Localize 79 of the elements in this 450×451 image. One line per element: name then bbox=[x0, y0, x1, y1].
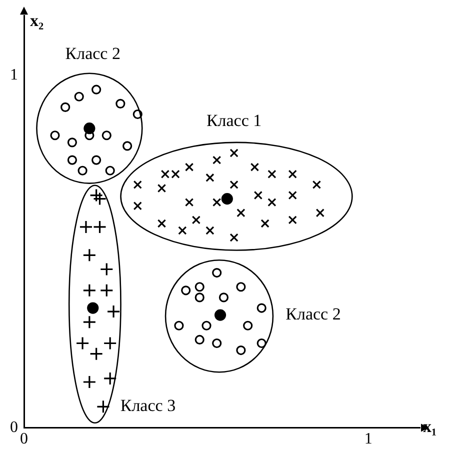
point bbox=[178, 226, 187, 235]
point bbox=[192, 216, 201, 224]
annotation: Класс 1 bbox=[206, 110, 262, 130]
point bbox=[260, 219, 270, 228]
point bbox=[78, 166, 88, 176]
point bbox=[116, 98, 126, 108]
point bbox=[250, 162, 260, 172]
point bbox=[236, 208, 246, 218]
point bbox=[102, 130, 112, 140]
point bbox=[105, 166, 115, 176]
point bbox=[50, 130, 60, 140]
point bbox=[256, 338, 266, 348]
point bbox=[212, 268, 222, 278]
point bbox=[82, 284, 96, 298]
point bbox=[181, 286, 191, 296]
point bbox=[103, 372, 117, 386]
point bbox=[171, 170, 180, 178]
point bbox=[288, 170, 297, 178]
point bbox=[90, 188, 104, 202]
point bbox=[82, 248, 96, 262]
point bbox=[218, 292, 229, 302]
point bbox=[100, 284, 114, 298]
point bbox=[268, 170, 276, 178]
point bbox=[133, 180, 142, 190]
point bbox=[96, 400, 110, 414]
point bbox=[230, 233, 238, 242]
point bbox=[236, 345, 246, 356]
point bbox=[202, 320, 212, 330]
point bbox=[122, 141, 132, 151]
point bbox=[92, 220, 107, 234]
point bbox=[60, 102, 70, 112]
point bbox=[82, 315, 96, 329]
point bbox=[132, 109, 142, 120]
point bbox=[214, 309, 226, 321]
point bbox=[92, 84, 102, 94]
point bbox=[79, 220, 93, 234]
point bbox=[194, 334, 204, 345]
point bbox=[76, 336, 90, 350]
point bbox=[212, 198, 222, 207]
point bbox=[254, 190, 262, 200]
point bbox=[106, 304, 120, 318]
point bbox=[230, 148, 238, 158]
point bbox=[212, 156, 222, 164]
point bbox=[160, 170, 170, 178]
point bbox=[194, 292, 204, 302]
annotation: Класс 2 bbox=[286, 304, 341, 324]
point bbox=[312, 180, 322, 190]
point bbox=[100, 262, 114, 276]
point bbox=[194, 282, 204, 292]
point bbox=[184, 198, 194, 207]
point bbox=[174, 320, 184, 330]
point bbox=[206, 226, 214, 235]
point bbox=[184, 162, 194, 172]
point bbox=[221, 193, 233, 205]
y-axis-title: x₂ bbox=[30, 10, 44, 30]
point bbox=[133, 202, 142, 210]
point bbox=[103, 336, 117, 350]
point bbox=[74, 92, 84, 102]
point bbox=[256, 303, 266, 313]
point bbox=[230, 180, 238, 190]
point bbox=[243, 320, 253, 330]
point bbox=[87, 302, 99, 314]
point bbox=[67, 138, 78, 148]
point bbox=[288, 216, 297, 224]
point bbox=[212, 338, 222, 348]
point bbox=[92, 155, 102, 165]
point bbox=[157, 219, 166, 228]
point bbox=[92, 192, 107, 206]
point bbox=[90, 347, 104, 361]
annotation: Класс 2 bbox=[65, 44, 120, 63]
point bbox=[157, 184, 166, 193]
annotation: Класс 3 bbox=[120, 396, 176, 416]
point bbox=[206, 173, 214, 182]
point bbox=[67, 155, 78, 165]
point bbox=[236, 282, 246, 292]
point bbox=[316, 208, 324, 218]
point bbox=[288, 190, 297, 200]
point bbox=[268, 198, 276, 207]
point bbox=[82, 375, 96, 389]
